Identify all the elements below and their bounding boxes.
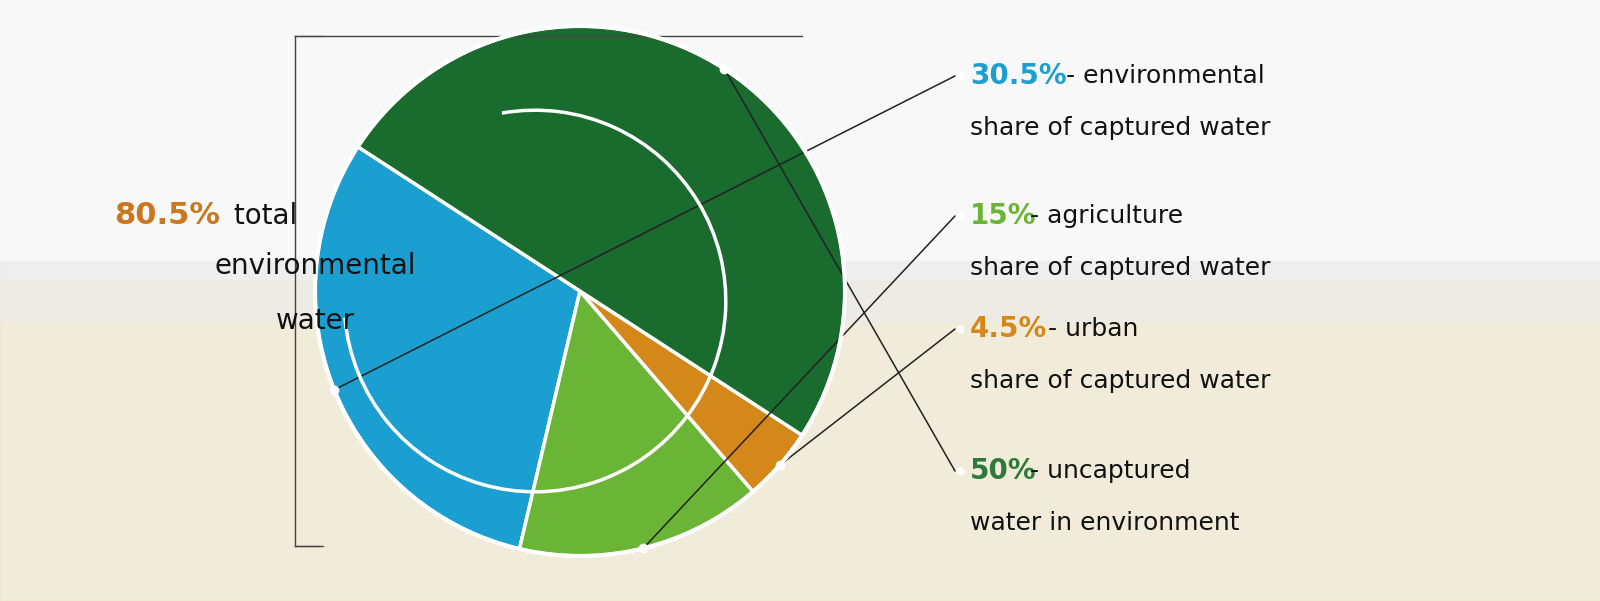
Bar	[0, 281, 1600, 601]
Wedge shape	[579, 291, 802, 492]
Text: share of captured water: share of captured water	[970, 116, 1270, 140]
Wedge shape	[315, 147, 579, 549]
Text: - environmental: - environmental	[1058, 64, 1264, 88]
Text: 80.5%: 80.5%	[114, 201, 221, 231]
Text: - urban: - urban	[1040, 317, 1138, 341]
Text: - uncaptured: - uncaptured	[1022, 459, 1190, 483]
Text: 50%: 50%	[970, 457, 1037, 485]
Bar	[0, 261, 1600, 321]
Text: environmental: environmental	[214, 252, 416, 280]
Wedge shape	[358, 26, 845, 435]
Text: 30.5%: 30.5%	[970, 62, 1067, 90]
Text: share of captured water: share of captured water	[970, 369, 1270, 393]
Text: - agriculture: - agriculture	[1022, 204, 1184, 228]
Text: 15%: 15%	[970, 202, 1037, 230]
Text: total: total	[226, 202, 298, 230]
Text: water in environment: water in environment	[970, 511, 1240, 535]
Text: share of captured water: share of captured water	[970, 256, 1270, 280]
Bar	[0, 0, 1600, 281]
Text: water: water	[275, 307, 355, 335]
Wedge shape	[520, 291, 754, 556]
Text: 4.5%: 4.5%	[970, 315, 1048, 343]
